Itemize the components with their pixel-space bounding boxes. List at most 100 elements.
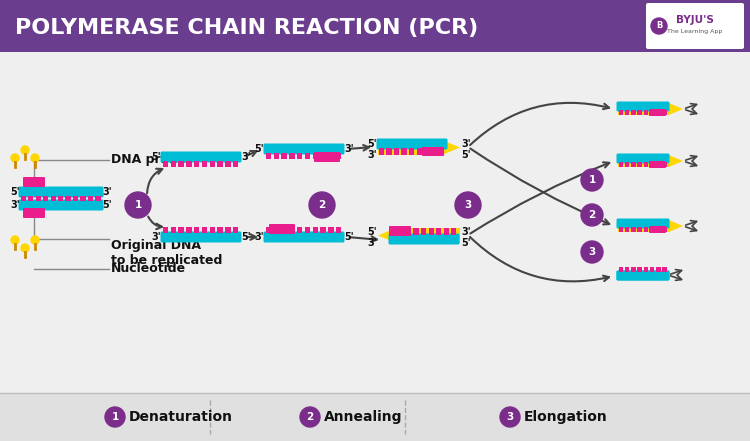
Text: 5': 5'	[254, 144, 264, 154]
Bar	[209, 161, 215, 167]
Bar	[391, 228, 396, 235]
Circle shape	[21, 146, 29, 154]
FancyBboxPatch shape	[160, 232, 242, 243]
FancyBboxPatch shape	[616, 270, 670, 280]
Bar	[656, 267, 661, 272]
Bar	[163, 227, 168, 233]
Bar	[428, 228, 433, 235]
Bar	[320, 153, 326, 159]
Text: 2: 2	[318, 200, 326, 210]
Bar	[619, 162, 623, 167]
Bar	[619, 267, 623, 272]
Bar	[398, 228, 404, 235]
Text: The Learning App: The Learning App	[668, 30, 723, 34]
Circle shape	[125, 192, 151, 218]
FancyBboxPatch shape	[616, 270, 670, 280]
Text: 3': 3'	[461, 139, 471, 149]
Bar	[619, 110, 623, 115]
Text: B: B	[656, 22, 662, 30]
FancyBboxPatch shape	[388, 233, 460, 244]
Text: 3': 3'	[242, 152, 250, 162]
Bar	[73, 196, 78, 201]
Bar	[436, 228, 442, 235]
Bar	[394, 148, 399, 155]
Circle shape	[105, 407, 125, 427]
Text: Nucleotide: Nucleotide	[111, 262, 186, 276]
Bar	[406, 228, 411, 235]
Bar	[186, 161, 192, 167]
Bar	[444, 228, 449, 235]
Bar	[662, 110, 667, 115]
Bar	[313, 153, 318, 159]
Bar	[209, 227, 215, 233]
Bar	[194, 227, 200, 233]
Polygon shape	[618, 103, 683, 115]
Circle shape	[31, 154, 39, 162]
Circle shape	[581, 241, 603, 263]
Bar	[650, 227, 654, 232]
FancyBboxPatch shape	[23, 208, 45, 218]
Text: 3: 3	[464, 200, 472, 210]
Bar	[274, 227, 279, 233]
Text: Original DNA
to be replicated: Original DNA to be replicated	[111, 239, 222, 267]
Bar	[0, 0, 750, 52]
Bar	[379, 148, 384, 155]
Bar	[297, 227, 302, 233]
Text: 5': 5'	[152, 152, 160, 162]
Bar	[644, 227, 648, 232]
Text: 3': 3'	[368, 238, 376, 248]
Circle shape	[581, 169, 603, 191]
Bar	[178, 227, 184, 233]
Bar	[313, 227, 318, 233]
FancyBboxPatch shape	[649, 109, 666, 116]
Bar	[424, 148, 430, 155]
Bar	[178, 161, 184, 167]
Polygon shape	[378, 140, 460, 155]
Bar	[217, 227, 223, 233]
Bar	[632, 227, 635, 232]
Text: 1: 1	[588, 175, 596, 185]
Text: DNA primer: DNA primer	[111, 153, 192, 167]
Bar	[638, 267, 642, 272]
Circle shape	[500, 407, 520, 427]
Bar	[186, 227, 192, 233]
Text: 3': 3'	[102, 187, 112, 197]
Bar	[650, 267, 654, 272]
Text: 5': 5'	[368, 139, 376, 149]
FancyBboxPatch shape	[649, 161, 666, 168]
Bar	[625, 110, 629, 115]
Bar	[632, 110, 635, 115]
Text: 5': 5'	[10, 187, 20, 197]
Text: Annealing: Annealing	[324, 410, 403, 424]
Polygon shape	[378, 228, 460, 243]
Bar	[644, 267, 648, 272]
Bar	[0, 52, 750, 393]
Bar	[233, 161, 238, 167]
Bar	[619, 227, 623, 232]
Circle shape	[455, 192, 481, 218]
Bar	[416, 148, 422, 155]
FancyBboxPatch shape	[19, 187, 104, 198]
Bar	[281, 153, 286, 159]
FancyBboxPatch shape	[263, 232, 344, 243]
Text: 1: 1	[111, 412, 118, 422]
Text: 5': 5'	[368, 227, 376, 237]
Bar	[281, 227, 286, 233]
Bar	[320, 227, 326, 233]
Bar	[194, 161, 200, 167]
Circle shape	[651, 18, 667, 34]
FancyBboxPatch shape	[422, 147, 444, 156]
Text: 5': 5'	[461, 150, 471, 160]
Bar	[625, 267, 629, 272]
Text: 5': 5'	[344, 232, 354, 242]
Bar	[409, 148, 414, 155]
Bar	[266, 227, 272, 233]
Text: Elongation: Elongation	[524, 410, 608, 424]
Bar	[202, 227, 207, 233]
FancyBboxPatch shape	[269, 224, 295, 234]
Bar	[43, 196, 48, 201]
Text: Denaturation: Denaturation	[129, 410, 233, 424]
Bar	[80, 196, 86, 201]
Bar	[88, 196, 93, 201]
Bar	[644, 162, 648, 167]
